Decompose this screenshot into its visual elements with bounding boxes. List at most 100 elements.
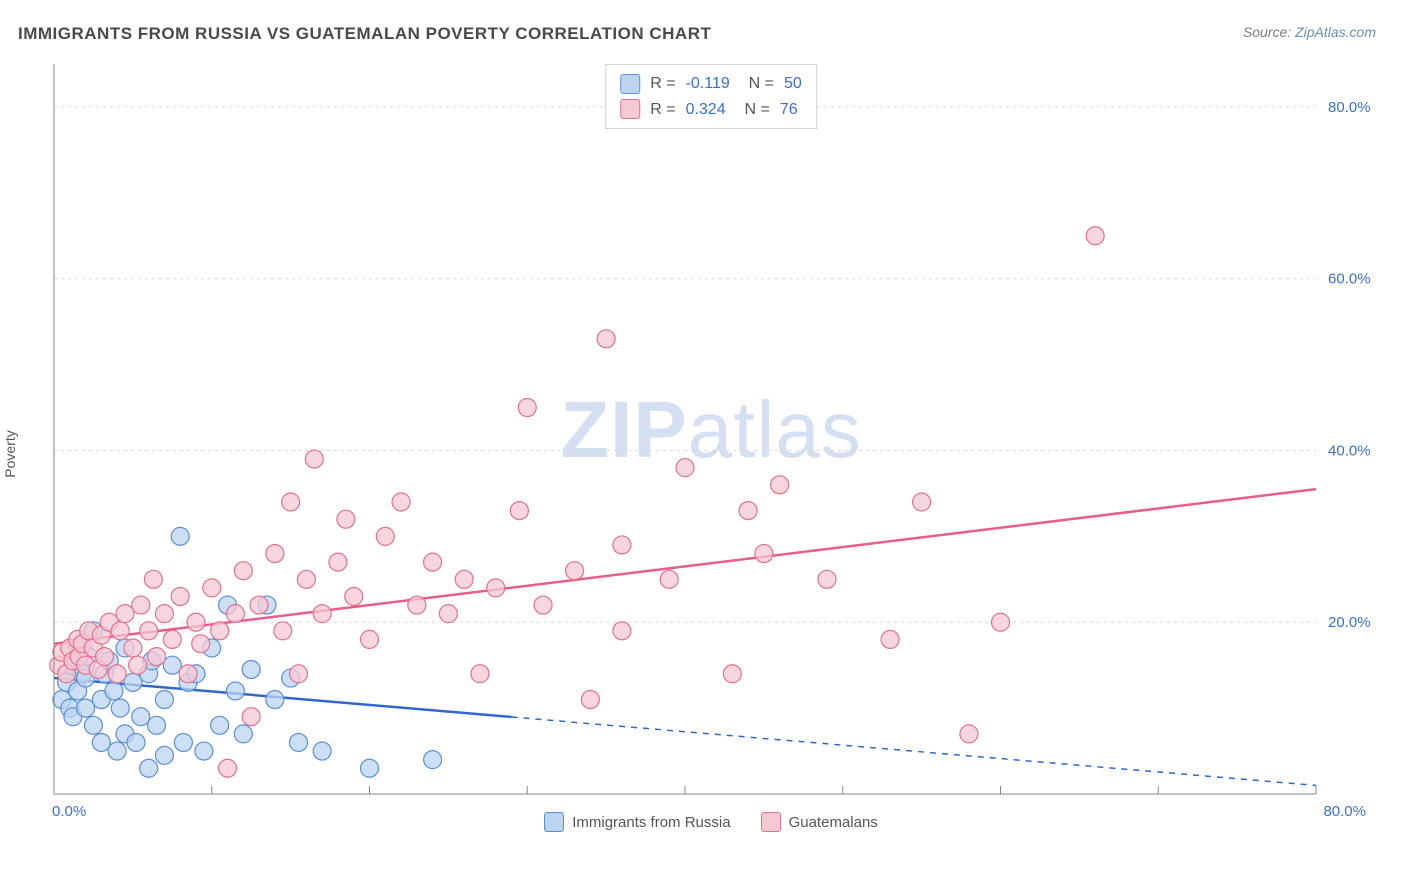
data-point bbox=[111, 622, 129, 640]
data-point bbox=[174, 733, 192, 751]
legend-swatch bbox=[620, 74, 640, 94]
data-point bbox=[242, 660, 260, 678]
data-point bbox=[992, 613, 1010, 631]
y-tick-label: 20.0% bbox=[1328, 614, 1371, 631]
data-point bbox=[171, 527, 189, 545]
data-point bbox=[739, 502, 757, 520]
data-point bbox=[818, 570, 836, 588]
data-point bbox=[250, 596, 268, 614]
data-point bbox=[755, 545, 773, 563]
data-point bbox=[345, 587, 363, 605]
data-point bbox=[881, 630, 899, 648]
data-point bbox=[155, 691, 173, 709]
legend-r-value: 0.324 bbox=[686, 97, 726, 123]
data-point bbox=[274, 622, 292, 640]
data-point bbox=[487, 579, 505, 597]
legend-row: R = -0.119 N = 50 bbox=[620, 71, 802, 97]
data-point bbox=[132, 596, 150, 614]
data-point bbox=[108, 742, 126, 760]
data-point bbox=[195, 742, 213, 760]
scatter-chart: 20.0%40.0%60.0%80.0%0.0%80.0% bbox=[46, 60, 1376, 830]
data-point bbox=[266, 691, 284, 709]
legend-r-value: -0.119 bbox=[686, 71, 730, 97]
data-point bbox=[1086, 227, 1104, 245]
y-tick-label: 60.0% bbox=[1328, 271, 1371, 288]
data-point bbox=[439, 605, 457, 623]
legend-label: Guatemalans bbox=[789, 814, 878, 831]
data-point bbox=[408, 596, 426, 614]
series-legend: Immigrants from Russia Guatemalans bbox=[46, 812, 1376, 832]
data-point bbox=[108, 665, 126, 683]
data-point bbox=[116, 605, 134, 623]
data-point bbox=[290, 665, 308, 683]
data-point bbox=[211, 716, 229, 734]
legend-row: R = 0.324 N = 76 bbox=[620, 97, 802, 123]
data-point bbox=[95, 648, 113, 666]
data-point bbox=[226, 682, 244, 700]
data-point bbox=[144, 570, 162, 588]
data-point bbox=[234, 562, 252, 580]
data-point bbox=[192, 635, 210, 653]
data-point bbox=[219, 759, 237, 777]
data-point bbox=[723, 665, 741, 683]
data-point bbox=[203, 579, 221, 597]
legend-swatch bbox=[620, 99, 640, 119]
data-point bbox=[77, 699, 95, 717]
data-point bbox=[179, 665, 197, 683]
data-point bbox=[329, 553, 347, 571]
source-link[interactable]: ZipAtlas.com bbox=[1295, 24, 1376, 40]
data-point bbox=[124, 673, 142, 691]
chart-area: ZIPatlas R = -0.119 N = 50R = 0.324 N = … bbox=[46, 60, 1376, 830]
data-point bbox=[424, 751, 442, 769]
legend-n-label: N = bbox=[736, 97, 770, 123]
legend-n-value: 50 bbox=[784, 71, 802, 97]
legend-swatch bbox=[761, 812, 781, 832]
legend-n-value: 76 bbox=[780, 97, 798, 123]
source-label: Source: bbox=[1243, 24, 1291, 40]
data-point bbox=[337, 510, 355, 528]
data-point bbox=[960, 725, 978, 743]
data-point bbox=[455, 570, 473, 588]
legend-item: Immigrants from Russia bbox=[544, 812, 730, 832]
data-point bbox=[92, 733, 110, 751]
data-point bbox=[140, 622, 158, 640]
data-point bbox=[660, 570, 678, 588]
data-point bbox=[913, 493, 931, 511]
data-point bbox=[155, 605, 173, 623]
data-point bbox=[163, 630, 181, 648]
data-point bbox=[282, 493, 300, 511]
data-point bbox=[84, 716, 102, 734]
y-tick-label: 40.0% bbox=[1328, 442, 1371, 459]
data-point bbox=[313, 742, 331, 760]
data-point bbox=[211, 622, 229, 640]
data-point bbox=[163, 656, 181, 674]
data-point bbox=[148, 648, 166, 666]
data-point bbox=[471, 665, 489, 683]
data-point bbox=[566, 562, 584, 580]
data-point bbox=[676, 459, 694, 477]
legend-item: Guatemalans bbox=[761, 812, 878, 832]
legend-r-label: R = bbox=[650, 71, 675, 97]
data-point bbox=[129, 656, 147, 674]
data-point bbox=[376, 527, 394, 545]
data-point bbox=[148, 716, 166, 734]
data-point bbox=[187, 613, 205, 631]
data-point bbox=[234, 725, 252, 743]
data-point bbox=[127, 733, 145, 751]
data-point bbox=[140, 759, 158, 777]
legend-label: Immigrants from Russia bbox=[572, 814, 730, 831]
correlation-legend: R = -0.119 N = 50R = 0.324 N = 76 bbox=[605, 64, 817, 129]
data-point bbox=[105, 682, 123, 700]
y-tick-label: 80.0% bbox=[1328, 99, 1371, 116]
data-point bbox=[597, 330, 615, 348]
data-point bbox=[613, 622, 631, 640]
data-point bbox=[124, 639, 142, 657]
y-axis-label: Poverty bbox=[2, 430, 18, 477]
source-credit: Source: ZipAtlas.com bbox=[1243, 24, 1376, 40]
data-point bbox=[313, 605, 331, 623]
data-point bbox=[297, 570, 315, 588]
data-point bbox=[132, 708, 150, 726]
data-point bbox=[392, 493, 410, 511]
legend-swatch bbox=[544, 812, 564, 832]
data-point bbox=[613, 536, 631, 554]
